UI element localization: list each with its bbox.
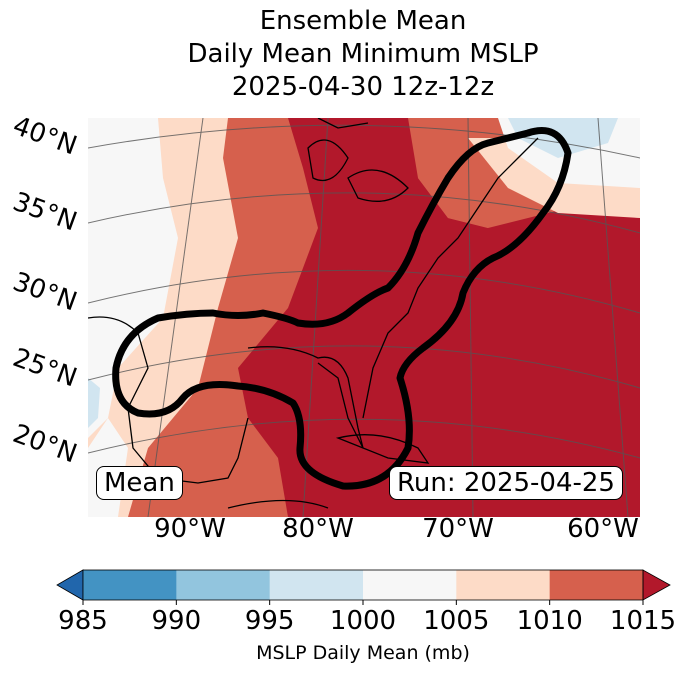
title-line-1: Ensemble Mean xyxy=(259,6,467,36)
lon-label-90: 90°W xyxy=(154,514,226,544)
colorbar-segment xyxy=(456,570,551,600)
colorbar-segment xyxy=(269,570,364,600)
colorbar-tick-label: 990 xyxy=(151,606,202,636)
contour-1015 xyxy=(112,127,572,490)
colorbar-segment xyxy=(176,570,271,600)
lon-label-60: 60°W xyxy=(567,514,639,544)
lat-label-40: 40°N xyxy=(8,110,81,162)
coastlines xyxy=(88,118,539,509)
colorbar-tick-label: 995 xyxy=(244,606,295,636)
colorbar-extend-low xyxy=(56,569,84,601)
run-date-box: Run: 2025-04-25 xyxy=(389,466,623,500)
colorbar xyxy=(56,569,671,605)
lat-label-25: 25°N xyxy=(8,342,81,394)
colorbar-tick-label: 1015 xyxy=(609,606,677,636)
colorbar-extend-high xyxy=(642,569,671,601)
colorbar-label: MSLP Daily Mean (mb) xyxy=(256,642,470,664)
lon-label-80: 80°W xyxy=(282,514,354,544)
lat-label-30: 30°N xyxy=(8,266,81,318)
colorbar-segment xyxy=(363,570,457,600)
colorbar-tick-label: 1000 xyxy=(329,606,397,636)
title-line-3: 2025-04-30 12z-12z xyxy=(231,72,495,102)
colorbar-segment xyxy=(83,570,177,600)
region-995 xyxy=(88,378,100,428)
lon-label-70: 70°W xyxy=(422,514,494,544)
colorbar-tick-label: 1005 xyxy=(423,606,490,636)
region-1010-ne xyxy=(418,158,488,228)
map xyxy=(88,118,640,517)
colorbar-tick-label: 985 xyxy=(58,606,108,636)
lat-label-20: 20°N xyxy=(8,418,81,470)
mean-label-box: Mean xyxy=(96,466,183,500)
title-line-2: Daily Mean Minimum MSLP xyxy=(187,39,539,69)
colorbar-segment xyxy=(549,570,644,600)
lat-label-35: 35°N xyxy=(8,186,81,238)
region-1000 xyxy=(88,118,178,438)
colorbar-tick-label: 1010 xyxy=(516,606,583,636)
